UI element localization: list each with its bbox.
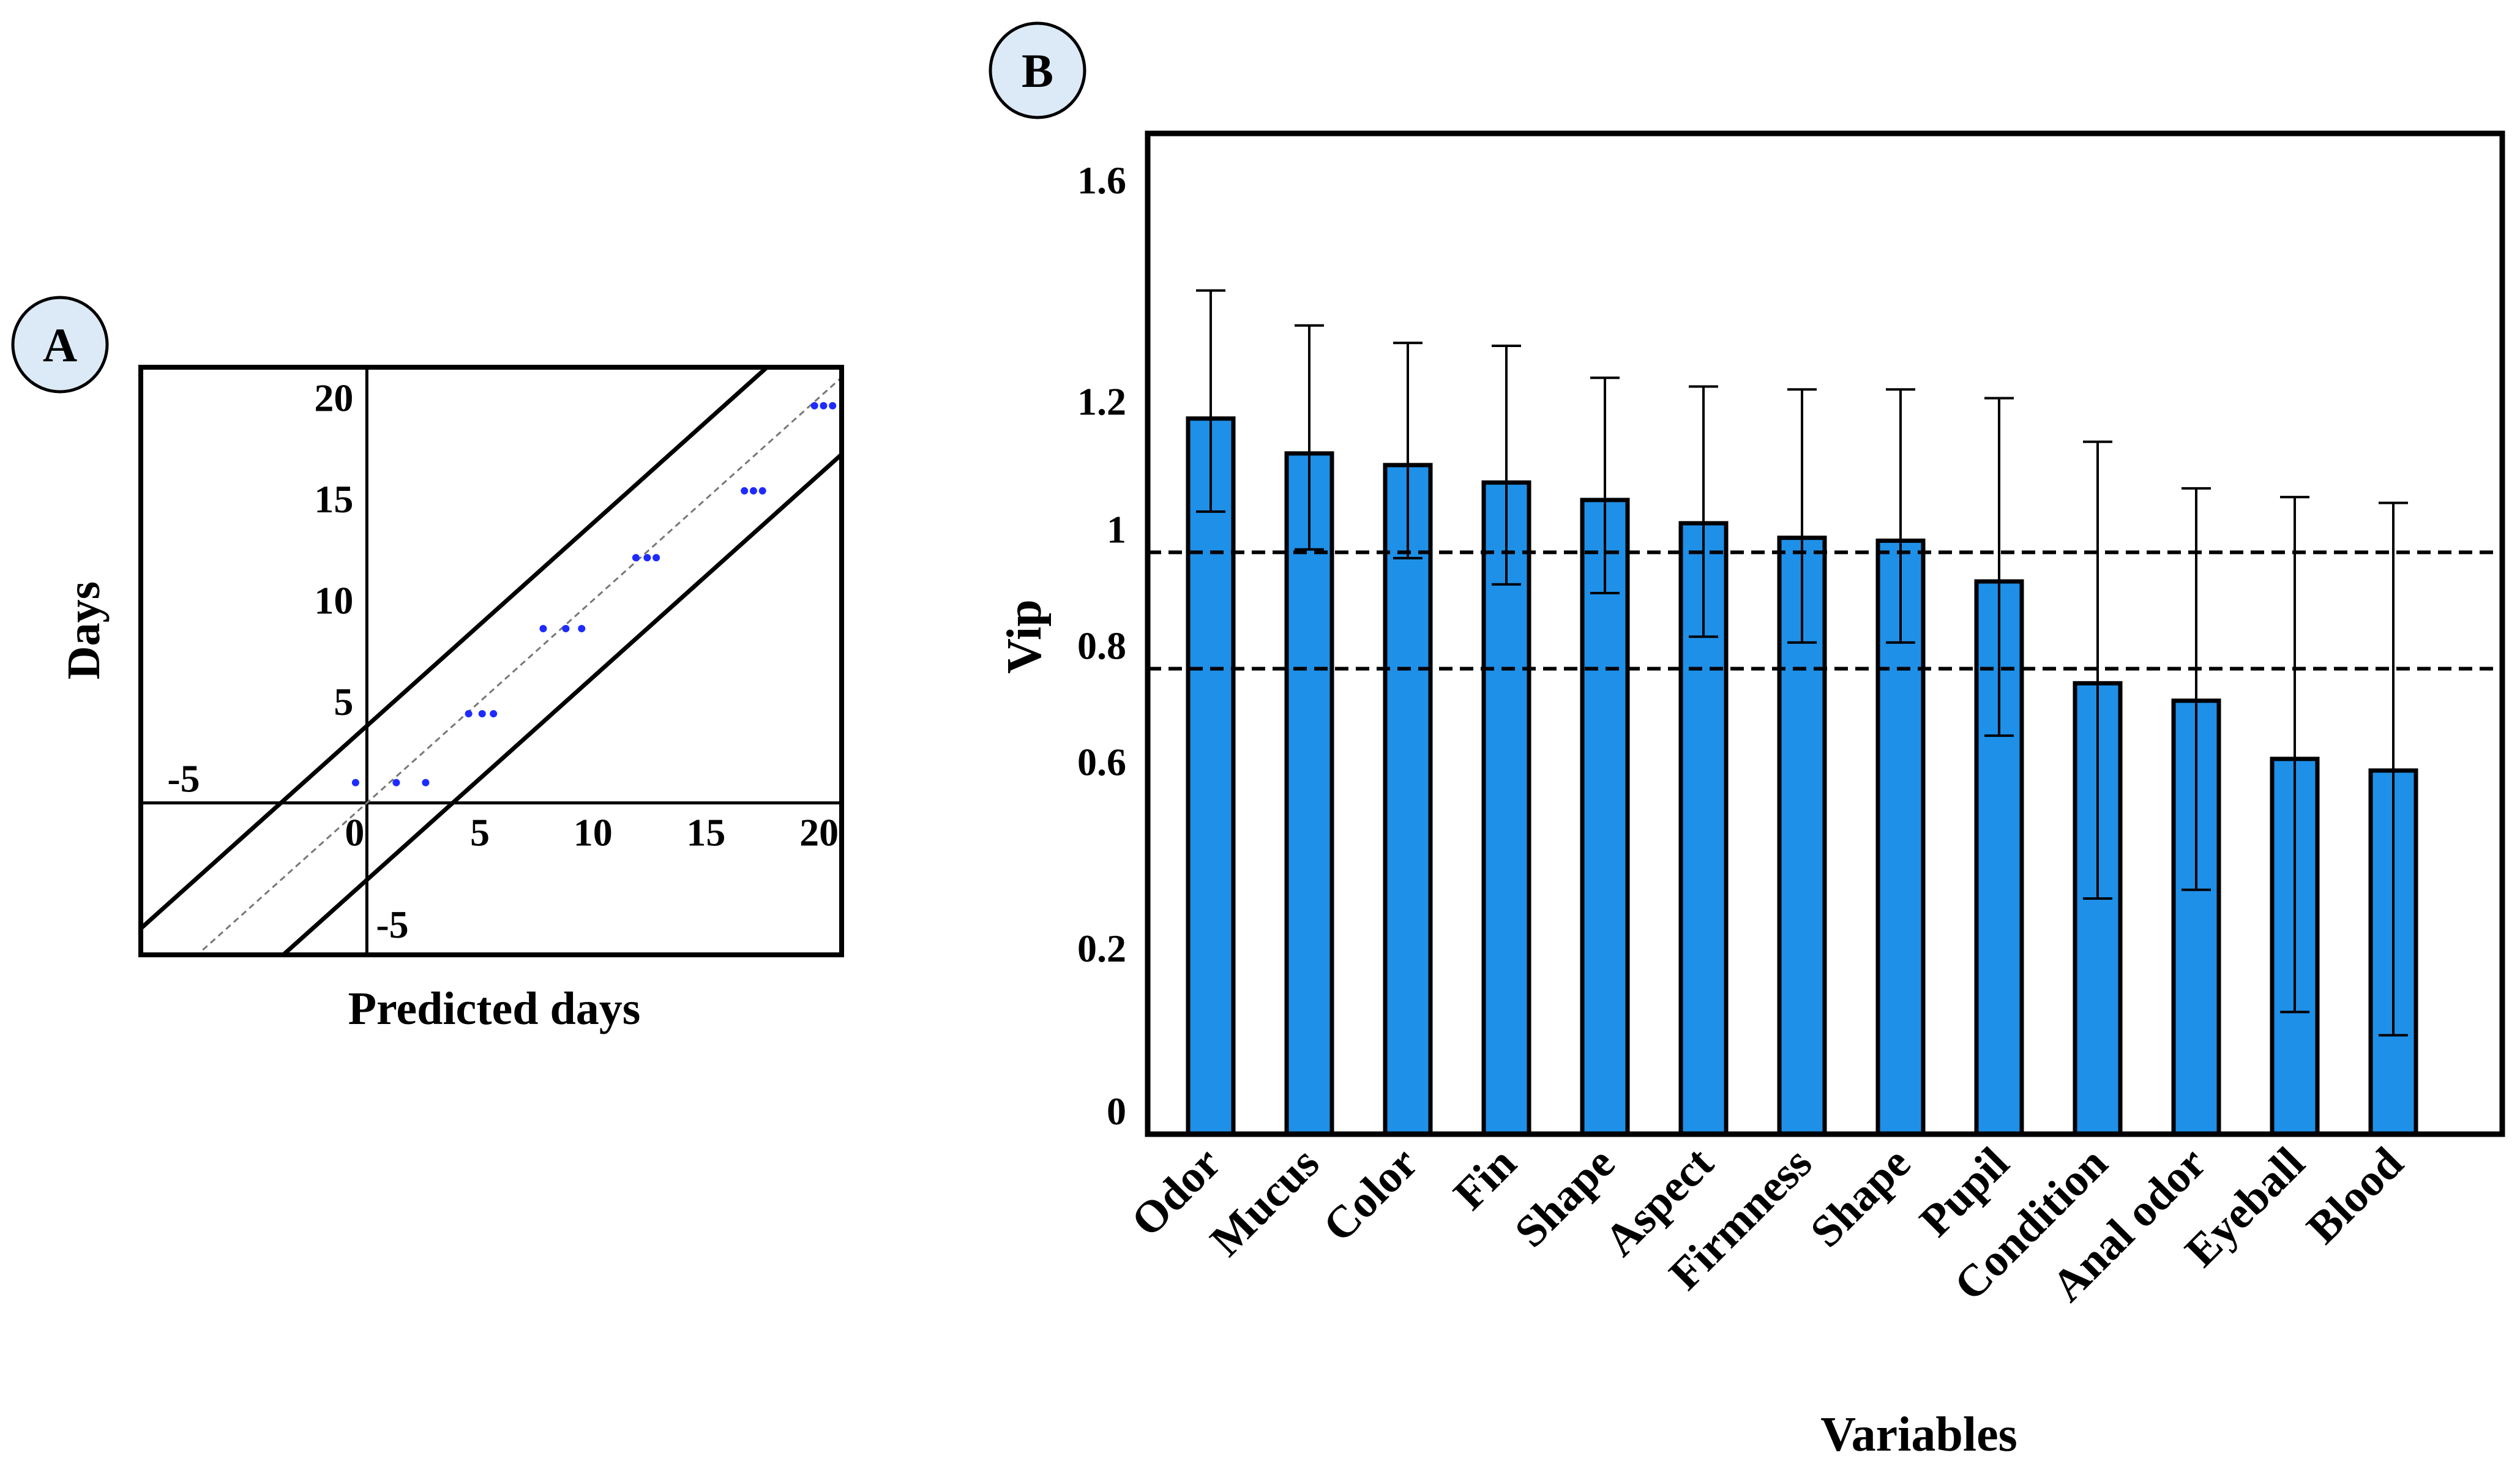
bar-chart-frame <box>1145 130 2505 1137</box>
y-tick-label: 20 <box>314 376 353 420</box>
y-axis-title: Days <box>58 581 110 679</box>
bar <box>1580 498 1630 1137</box>
data-point <box>490 710 498 718</box>
fit-line <box>196 376 842 955</box>
y-tick-label: 1.6 <box>1077 159 1126 202</box>
x-axis-title: Predicted days <box>348 983 641 1034</box>
data-point <box>741 487 749 495</box>
bar <box>1284 451 1334 1137</box>
panel-b-label: B <box>1022 44 1053 97</box>
data-point <box>465 710 473 718</box>
data-point <box>652 554 660 562</box>
y-tick-label: 1 <box>1107 507 1126 551</box>
y-tick-label: 5 <box>334 680 353 723</box>
panel-a-label: A <box>43 318 77 372</box>
data-point <box>810 402 818 409</box>
data-point <box>539 625 547 633</box>
bar <box>1186 416 1236 1137</box>
data-point <box>351 779 359 787</box>
data-point <box>870 402 877 409</box>
x-axis-title: Variables <box>1820 1408 2017 1462</box>
y-tick-label: 10 <box>314 579 353 622</box>
y-tick-label: 0.2 <box>1077 927 1126 970</box>
data-point <box>749 487 757 495</box>
data-point <box>422 779 430 787</box>
x-tick-label: 20 <box>799 811 839 854</box>
panel-a-badge-circle <box>11 296 109 394</box>
lower-band-line <box>280 451 842 955</box>
panel-a-badge: A <box>11 296 109 394</box>
data-point <box>392 779 400 787</box>
panel-b-badge-circle <box>989 21 1086 119</box>
y-axis-title: Vip <box>998 599 1052 674</box>
category-label: Blood <box>2297 1138 2413 1254</box>
upper-band-line <box>141 367 771 930</box>
data-point <box>643 554 651 562</box>
bar <box>1383 463 1433 1137</box>
y-tick-label: 0.8 <box>1077 624 1126 668</box>
data-point <box>478 710 486 718</box>
data-point <box>820 402 828 409</box>
y-tick-label: 0 <box>1107 1089 1126 1133</box>
scatter-frame <box>138 365 844 957</box>
data-point <box>578 625 586 633</box>
category-label: Shape <box>1801 1138 1920 1257</box>
data-point <box>562 625 570 633</box>
data-point <box>829 402 837 409</box>
scatter-chart: 0 5 10 15 20 5 10 15 20 -5 -5 Predicted days Days <box>58 365 877 1034</box>
y-neg-tick-label: -5 <box>376 903 408 946</box>
x-tick-label: 10 <box>574 811 613 854</box>
x-neg-tick-label: -5 <box>167 757 200 801</box>
y-tick-label: 1.2 <box>1077 379 1126 423</box>
y-tick-label: 0.6 <box>1077 741 1126 784</box>
category-label: Fin <box>1444 1138 1526 1220</box>
y-tick-label: 15 <box>314 477 353 521</box>
x-tick-label: 0 <box>345 811 364 854</box>
data-point <box>758 487 766 495</box>
x-tick-label: 5 <box>470 811 490 854</box>
scatter-plot-area <box>141 367 877 955</box>
x-tick-label: 15 <box>686 811 725 854</box>
category-label: Color <box>1314 1138 1427 1252</box>
data-point <box>632 554 640 562</box>
panel-b-badge: B <box>989 21 1086 119</box>
category-label: Mucus <box>1201 1138 1329 1266</box>
